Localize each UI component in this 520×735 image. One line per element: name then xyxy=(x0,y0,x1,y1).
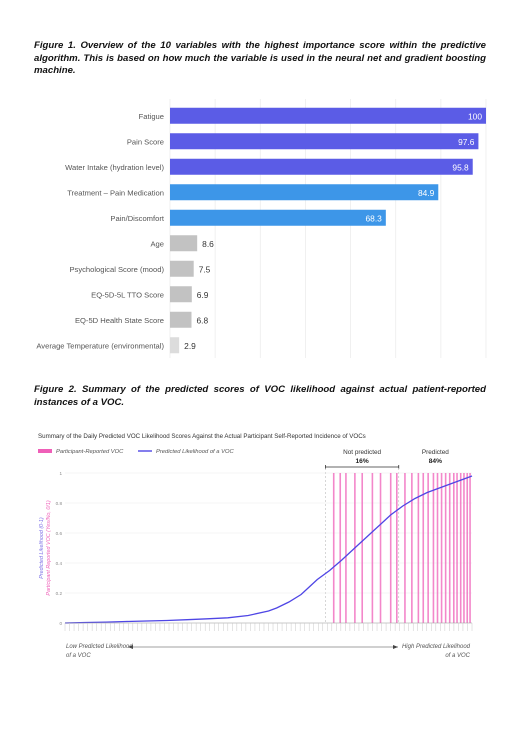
voc-event-bar xyxy=(371,473,374,623)
voc-event-bar xyxy=(456,473,458,623)
x-axis-ticks xyxy=(64,623,473,631)
bar xyxy=(170,184,439,201)
voc-event-bar xyxy=(448,473,451,623)
voc-event-bar xyxy=(466,473,469,623)
y-tick-label: 0.2 xyxy=(56,591,63,596)
variable-importance-chart: Fatigue 100 Pain Score 97.6 Water Intake (hy… xyxy=(36,99,487,358)
value-label: 6.8 xyxy=(196,315,208,325)
voc-event-bar xyxy=(417,473,420,623)
direction-arrowhead-right xyxy=(393,645,398,649)
value-label: 8.6 xyxy=(202,239,214,249)
voc-event-bar xyxy=(404,473,406,623)
bar xyxy=(170,133,479,150)
voc-event-bar xyxy=(379,473,382,623)
value-label: 68.3 xyxy=(366,213,383,223)
bar xyxy=(170,235,198,252)
category-label: EQ-5D-5L TTO Score xyxy=(91,290,164,299)
voc-event-bar xyxy=(361,473,364,623)
value-label: 2.9 xyxy=(184,341,196,351)
category-label: EQ-5D Health State Score xyxy=(75,316,164,325)
axis-right-label: High Predicted Likelihood xyxy=(402,644,471,650)
voc-event-bar xyxy=(444,473,447,623)
y-axis-label-voc: Participant Reported VOC (Yes/No, 0/1) xyxy=(46,500,52,595)
category-label: Water Intake (hydration level) xyxy=(65,163,164,172)
value-label: 97.6 xyxy=(458,137,475,147)
y-tick-label: 0.8 xyxy=(56,501,63,506)
voc-event-bar xyxy=(332,473,335,623)
voc-event-bar xyxy=(427,473,429,623)
bar xyxy=(170,311,192,328)
chart-title: Summary of the Daily Predicted VOC Likel… xyxy=(38,433,366,440)
voc-event-bar xyxy=(396,473,398,623)
figure-1-caption: Figure 1. Overview of the 10 variables w… xyxy=(34,40,486,76)
region-value-not-predicted: 16% xyxy=(356,458,369,465)
voc-event-bar xyxy=(389,473,392,623)
voc-event-bar xyxy=(436,473,439,623)
category-label: Pain Score xyxy=(127,137,164,146)
voc-event-bar xyxy=(452,473,455,623)
legend-label-voc: Participant-Reported VOC xyxy=(56,449,124,455)
region-label-not-predicted: Not predicted xyxy=(343,449,381,456)
region-value-predicted: 84% xyxy=(429,458,442,465)
bar xyxy=(170,209,386,226)
category-label: Treatment – Pain Medication xyxy=(67,188,164,197)
bar xyxy=(170,260,194,277)
voc-event-bar xyxy=(469,473,471,623)
category-label: Pain/Discomfort xyxy=(110,214,164,223)
voc-event-bar xyxy=(422,473,425,623)
value-label: 100 xyxy=(468,111,482,121)
value-label: 6.9 xyxy=(197,290,209,300)
y-tick-label: 1 xyxy=(59,471,62,476)
voc-event-bar xyxy=(463,473,465,623)
figure-2-caption: Figure 2. Summary of the predicted score… xyxy=(34,384,486,408)
axis-left-label: Low Predicted Likelihood xyxy=(66,644,133,650)
axis-right-label: of a VOC xyxy=(445,653,470,659)
voc-event-bar xyxy=(459,473,462,623)
direction-arrowhead-left xyxy=(128,645,133,649)
legend-label-likelihood: Predicted Likelihood of a VOC xyxy=(156,449,234,455)
category-label: Age xyxy=(150,239,164,248)
bar xyxy=(170,337,180,354)
legend-swatch-voc xyxy=(38,449,52,453)
voc-event-bar xyxy=(345,473,347,623)
bar xyxy=(170,107,486,124)
likelihood-line xyxy=(64,475,473,624)
category-label: Average Temperature (environmental) xyxy=(36,341,164,350)
voc-event-bar xyxy=(339,473,342,623)
voc-event-bar xyxy=(440,473,443,623)
value-label: 84.9 xyxy=(418,188,435,198)
value-label: 95.8 xyxy=(452,162,469,172)
value-label: 7.5 xyxy=(199,264,211,274)
y-tick-label: 0.4 xyxy=(56,561,63,566)
bar xyxy=(170,158,473,175)
category-label: Psychological Score (mood) xyxy=(69,265,164,274)
category-label: Fatigue xyxy=(139,112,164,121)
voc-event-bar xyxy=(432,473,435,623)
voc-event-bar xyxy=(411,473,413,623)
region-label-predicted: Predicted xyxy=(422,449,449,456)
y-tick-label: 0 xyxy=(59,621,62,626)
bar xyxy=(170,286,192,303)
y-axis-label-likelihood: Predicted Likelihood (0-1) xyxy=(39,517,45,579)
y-tick-label: 0.6 xyxy=(56,531,63,536)
axis-left-label: of a VOC xyxy=(66,653,91,659)
